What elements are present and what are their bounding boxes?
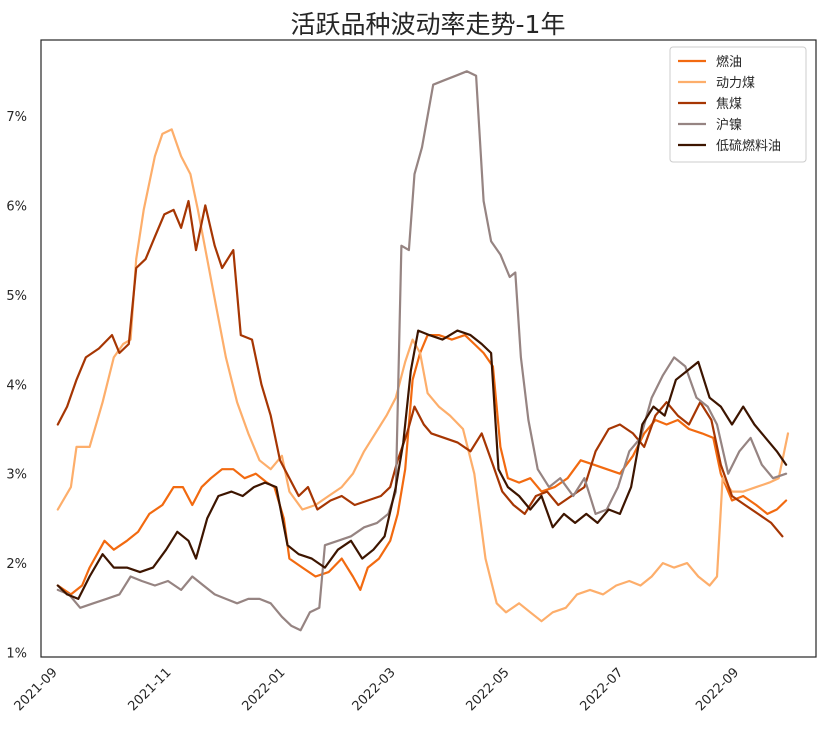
x-tick-label: 2022-01 [239, 665, 288, 714]
series-line-3 [56, 70, 788, 632]
x-tick-label: 2021-09 [12, 665, 61, 714]
legend-box [669, 46, 807, 163]
legend-label-4: 低硫燃料油 [716, 138, 781, 154]
series-line-1 [56, 128, 790, 623]
chart-title: 活跃品种波动率走势-1年 [291, 10, 566, 39]
y-axis: 1% 2% 3% 4% 5% 6% 7% [6, 110, 27, 662]
y-tick-label: 1% [6, 647, 27, 662]
y-tick-label: 3% [6, 468, 27, 483]
legend-label-3: 沪镍 [716, 117, 742, 133]
series-layer [56, 70, 790, 632]
y-tick-label: 5% [6, 289, 27, 304]
x-tick-label: 2022-05 [464, 665, 513, 714]
series-line-0 [56, 334, 788, 596]
x-axis: 2021-09 2021-11 2022-01 2022-03 2022-05 2022-… [12, 665, 743, 714]
x-tick-label: 2022-09 [693, 665, 742, 714]
series-line-4 [56, 329, 788, 600]
series-line-2 [56, 199, 784, 538]
y-tick-label: 6% [6, 199, 27, 214]
y-tick-label: 4% [6, 378, 27, 393]
legend-label-0: 燃油 [716, 54, 742, 70]
legend-label-2: 焦煤 [716, 97, 742, 112]
y-tick-label: 2% [6, 557, 27, 572]
x-tick-label: 2022-03 [350, 665, 399, 714]
x-tick-label: 2022-07 [577, 665, 626, 714]
x-tick-label: 2021-11 [126, 665, 175, 714]
y-tick-label: 7% [6, 110, 27, 125]
legend-label-1: 动力煤 [716, 76, 755, 91]
